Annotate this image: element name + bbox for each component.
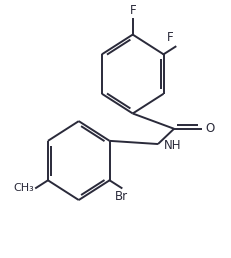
Text: F: F: [129, 4, 136, 17]
Text: F: F: [167, 31, 173, 44]
Text: CH₃: CH₃: [13, 183, 34, 193]
Text: O: O: [205, 122, 214, 135]
Text: Br: Br: [115, 190, 128, 204]
Text: NH: NH: [164, 139, 181, 152]
